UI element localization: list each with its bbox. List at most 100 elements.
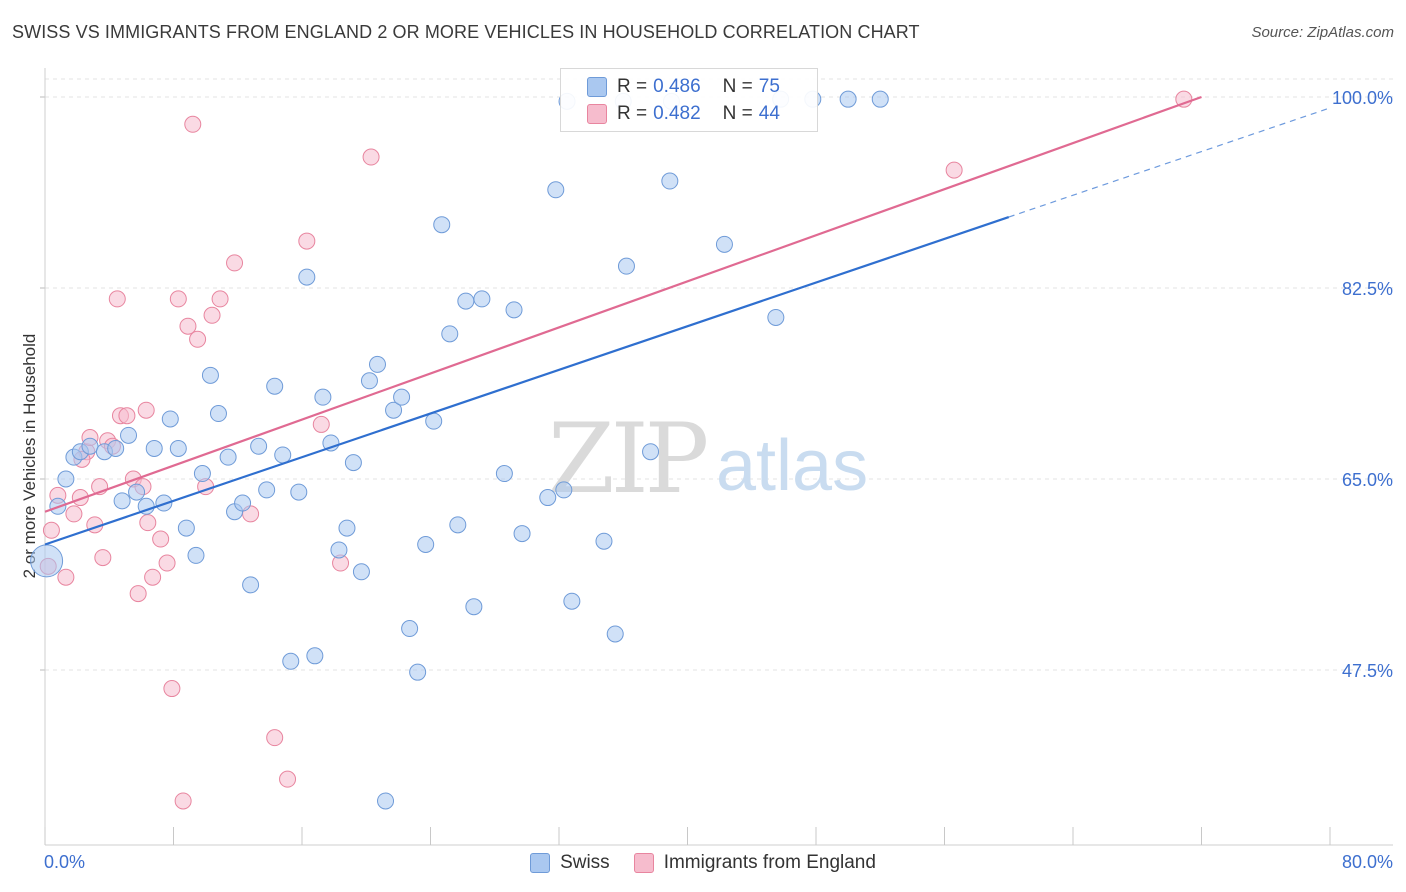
swiss-point xyxy=(441,325,459,343)
england-point xyxy=(298,232,316,250)
swiss-point xyxy=(145,439,163,457)
x-tick-min: 0.0% xyxy=(44,852,86,872)
legend-item-england[interactable]: Immigrants from England xyxy=(633,852,876,874)
england-point xyxy=(152,530,170,548)
swiss-point xyxy=(401,620,419,638)
watermark: ZIP atlas xyxy=(548,403,868,515)
correlation-legend: R = 0.486 N = 75 R = 0.482 N = 44 xyxy=(560,68,818,132)
source-label: Source: ZipAtlas.com xyxy=(1251,24,1394,41)
england-point xyxy=(57,568,75,586)
swiss-point xyxy=(539,489,557,507)
axes xyxy=(40,68,1393,846)
watermark-atlas: atlas xyxy=(716,426,868,506)
england-swatch xyxy=(633,853,654,873)
swiss-point xyxy=(266,377,284,395)
y-tick-label: 65.0% xyxy=(1342,470,1393,490)
swiss-point xyxy=(368,355,386,373)
england-point xyxy=(203,306,221,324)
swiss-swatch xyxy=(587,77,607,97)
england-point xyxy=(174,792,192,810)
england-point xyxy=(129,585,147,603)
swiss-point xyxy=(330,541,348,559)
england-swatch xyxy=(587,104,607,124)
england-point xyxy=(139,514,157,532)
series-legend: Swiss Immigrants from England xyxy=(0,852,1406,874)
r-label: R = xyxy=(617,103,648,124)
swiss-point xyxy=(433,216,451,234)
swiss-point xyxy=(219,448,237,466)
n-label: N = xyxy=(722,76,753,97)
swiss-point xyxy=(767,308,785,326)
swiss-point xyxy=(555,481,573,499)
swiss-swatch xyxy=(530,853,551,873)
swiss-point xyxy=(385,401,403,419)
swiss-point xyxy=(113,492,131,510)
england-trend-line xyxy=(44,95,1202,513)
swiss-point xyxy=(169,439,187,457)
england-point xyxy=(144,568,162,586)
england-point xyxy=(362,148,380,166)
swiss-point xyxy=(547,181,565,199)
swiss-point xyxy=(314,388,332,406)
swiss-point xyxy=(298,268,316,286)
england-point xyxy=(945,161,963,179)
trend-lines xyxy=(44,95,1331,546)
swiss-trend-extension xyxy=(1008,107,1331,218)
swiss-point xyxy=(839,90,857,108)
n-value-england: 44 xyxy=(758,103,780,124)
swiss-point xyxy=(201,366,219,384)
y-tick-label: 100.0% xyxy=(1332,88,1393,108)
swiss-point xyxy=(377,792,395,810)
swiss-point xyxy=(187,546,205,564)
y-tick-label: 82.5% xyxy=(1342,279,1393,299)
swiss-point xyxy=(258,481,276,499)
swiss-point xyxy=(473,290,491,308)
england-point xyxy=(312,415,330,433)
x-tick-max: 80.0% xyxy=(1341,852,1393,872)
swiss-point xyxy=(128,483,146,501)
swiss-point xyxy=(871,90,889,108)
swiss-point xyxy=(30,544,64,578)
england-point xyxy=(279,770,297,788)
swiss-point xyxy=(617,257,635,275)
swiss-point xyxy=(352,563,370,581)
swiss-point xyxy=(457,292,475,310)
swiss-point xyxy=(209,405,227,423)
swiss-point xyxy=(449,516,467,534)
legend-row-swiss: R = 0.486 N = 75 xyxy=(587,75,780,99)
swiss-point xyxy=(642,443,660,461)
swiss-point xyxy=(465,598,483,616)
swiss-point xyxy=(661,172,679,190)
swiss-point xyxy=(715,235,733,253)
england-points xyxy=(39,90,1193,810)
swiss-point xyxy=(242,576,260,594)
swiss-point xyxy=(409,663,427,681)
r-value-england: 0.482 xyxy=(653,103,701,124)
swiss-point xyxy=(595,532,613,550)
r-value-swiss: 0.486 xyxy=(653,76,701,97)
swiss-point xyxy=(393,388,411,406)
england-point xyxy=(226,254,244,272)
england-point xyxy=(108,290,126,308)
swiss-point xyxy=(234,494,252,512)
y-tick-label: 47.5% xyxy=(1342,661,1393,681)
swiss-trend-line xyxy=(44,216,1010,546)
legend-item-swiss[interactable]: Swiss xyxy=(530,852,610,874)
r-label: R = xyxy=(617,76,648,97)
england-point xyxy=(189,330,207,348)
swiss-points xyxy=(30,90,889,810)
swiss-point xyxy=(177,519,195,537)
swiss-point xyxy=(338,519,356,537)
swiss-point xyxy=(274,446,292,464)
england-point xyxy=(266,729,284,747)
swiss-point xyxy=(193,465,211,483)
england-point xyxy=(1175,90,1193,108)
england-point xyxy=(118,407,136,425)
swiss-point xyxy=(57,470,75,488)
swiss-point xyxy=(563,592,581,610)
england-point xyxy=(184,115,202,133)
england-point xyxy=(211,290,229,308)
swiss-point xyxy=(417,535,435,553)
swiss-point xyxy=(120,426,138,444)
watermark-zip: ZIP xyxy=(548,403,707,515)
